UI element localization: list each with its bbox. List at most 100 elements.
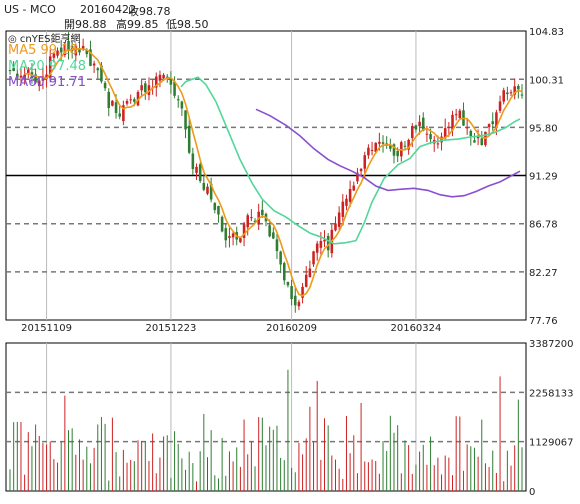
- volume-panel: 3387200 2258133 1129067 0: [5, 339, 574, 498]
- candle-body: [513, 86, 516, 95]
- candle-body: [396, 150, 399, 157]
- candle-body: [253, 220, 257, 223]
- candle-body: [469, 130, 473, 137]
- candle-body: [312, 251, 315, 265]
- candle-body: [125, 101, 129, 104]
- candle-body: [63, 43, 67, 56]
- candle-body: [389, 145, 392, 149]
- candle-body: [520, 94, 524, 96]
- candle-body: [407, 139, 410, 150]
- candle-body: [290, 286, 293, 300]
- header-high: 高99.85: [116, 18, 159, 31]
- candle-body: [118, 113, 121, 117]
- ma20-line: [180, 76, 521, 245]
- legend-ma20: MA20 97.48: [8, 59, 86, 74]
- volume-tick-label: 1129067: [529, 438, 574, 449]
- candle-body: [517, 85, 520, 90]
- candle-body: [242, 224, 246, 238]
- candle-body: [48, 56, 52, 79]
- candle-body: [23, 74, 26, 81]
- price-tick-label: 91.29: [529, 172, 558, 183]
- source-label: cnYES鉅亨網: [19, 34, 81, 45]
- candle-body: [107, 91, 111, 108]
- candle-body: [111, 100, 114, 106]
- candle-body: [184, 110, 187, 130]
- header-close: 收98.78: [128, 5, 171, 18]
- candle-body: [144, 83, 147, 93]
- candle-body: [421, 117, 425, 131]
- candle-body: [8, 70, 12, 72]
- candle-body: [440, 136, 443, 143]
- candle-body: [34, 74, 37, 83]
- candle-body: [228, 236, 231, 238]
- candle-body: [414, 125, 418, 130]
- candle-body: [231, 233, 235, 238]
- candle-body: [465, 127, 469, 129]
- candle-body: [392, 144, 396, 156]
- candle-body: [487, 124, 491, 128]
- candle-body: [275, 239, 279, 252]
- logo-circle-icon: ◎: [8, 34, 20, 45]
- candle-body: [70, 46, 74, 52]
- candle-body: [78, 48, 81, 53]
- candle-body: [286, 281, 290, 286]
- volume-tick-label: 2258133: [529, 388, 574, 399]
- candle-body: [341, 201, 345, 217]
- candle-body: [436, 143, 440, 145]
- price-tick-label: 100.31: [529, 75, 564, 86]
- candle-body: [367, 147, 370, 156]
- candle-body: [100, 65, 103, 82]
- candle-body: [447, 127, 451, 129]
- ma60-line: [255, 108, 521, 198]
- candle-body: [411, 125, 414, 139]
- candle-body: [12, 67, 15, 71]
- candle-body: [480, 138, 484, 146]
- candle-body: [129, 99, 132, 101]
- volume-tick-label: 3387200: [529, 339, 574, 350]
- candle-body: [506, 92, 509, 95]
- candle-body: [191, 153, 195, 170]
- x-tick-label: 20151109: [21, 323, 72, 334]
- candle-body: [96, 68, 100, 71]
- candle-body: [502, 90, 505, 102]
- candle-body: [45, 74, 48, 80]
- candle-body: [359, 168, 363, 172]
- candle-body: [74, 45, 78, 56]
- candle-body: [202, 182, 206, 190]
- candle-body: [370, 149, 374, 151]
- candle-body: [16, 73, 19, 78]
- candle-body: [443, 128, 447, 139]
- candle-body: [356, 172, 359, 182]
- candle-body: [173, 81, 176, 96]
- candle-body: [27, 69, 30, 74]
- price-tick-label: 95.80: [529, 123, 558, 134]
- candle-body: [114, 102, 118, 113]
- candle-body: [19, 75, 23, 78]
- candle-body: [140, 85, 143, 91]
- candle-body: [279, 251, 282, 265]
- candle-body: [458, 110, 462, 118]
- x-tick-label: 20160209: [266, 323, 317, 334]
- candle-body: [195, 166, 198, 173]
- candle-body: [363, 155, 367, 169]
- candle-body: [326, 235, 330, 251]
- header-low: 低98.50: [166, 18, 209, 31]
- legend-ma5: MA5 99.18: [8, 43, 78, 58]
- header-symbol: US - MCO: [4, 3, 56, 16]
- candle-body: [378, 141, 381, 144]
- candle-body: [250, 217, 253, 219]
- price-tick-label: 86.78: [529, 220, 558, 231]
- candle-body: [283, 263, 286, 281]
- candle-body: [81, 45, 85, 50]
- candle-body: [198, 164, 202, 182]
- candle-body: [85, 50, 89, 55]
- candle-body: [52, 53, 56, 58]
- candle-body: [473, 140, 476, 143]
- candle-body: [268, 225, 271, 237]
- candle-body: [261, 209, 264, 216]
- candle-body: [67, 40, 70, 51]
- candle-body: [103, 82, 107, 89]
- candle-body: [374, 142, 377, 152]
- candle-body: [165, 76, 169, 78]
